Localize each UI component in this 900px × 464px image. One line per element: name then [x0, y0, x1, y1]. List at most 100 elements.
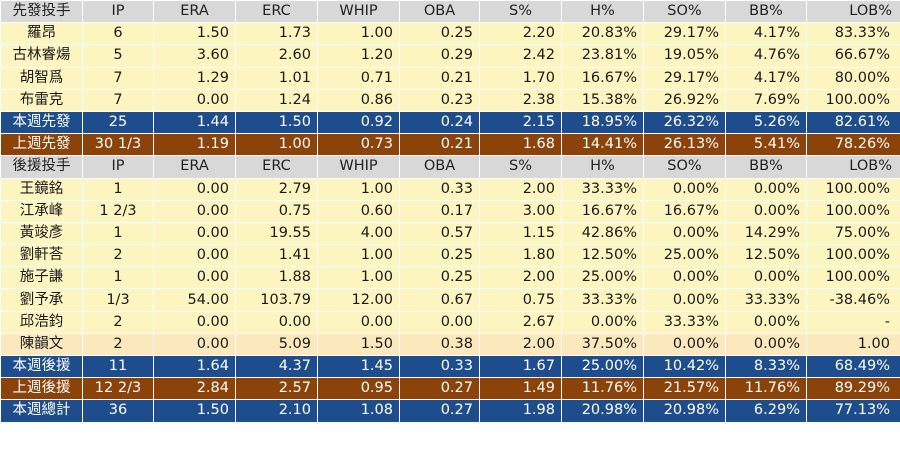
cell-s: 1.68: [479, 133, 562, 157]
cell-h: 18.95%: [561, 110, 644, 135]
cell-bb: 33.33%: [725, 288, 807, 312]
cell-ip: 1/3: [82, 288, 154, 312]
cell-s: 2.38: [479, 88, 562, 112]
cell-erc: 2.60: [235, 44, 318, 68]
cell-erc: 19.55: [235, 221, 318, 246]
pitcher-name: 王鏡銘: [0, 177, 83, 201]
cell-ip: 11: [82, 354, 154, 379]
cell-s: 1.70: [479, 66, 562, 90]
cell-h: 14.41%: [561, 133, 644, 157]
table-row: 江承峰 1 2/3 0.00 0.75 0.60 0.17 3.00 16.67% 16.67%…: [0, 199, 900, 223]
cell-era: 0.00: [153, 177, 236, 201]
cell-so: 26.13%: [643, 133, 726, 157]
cell-bb: 0.00%: [725, 199, 807, 223]
cell-h: 23.81%: [561, 44, 644, 68]
cell-era: 0.00: [153, 266, 236, 290]
cell-whip: 0.92: [317, 110, 400, 135]
table-row: 劉軒荅 2 0.00 1.41 1.00 0.25 1.80 12.50% 25.00% 12.5…: [0, 244, 900, 268]
pitcher-name: 本週總計: [0, 399, 83, 423]
cell-ip: 1: [82, 266, 154, 290]
pitcher-name: 施子謙: [0, 266, 83, 290]
cell-erc: 1.88: [235, 266, 318, 290]
cell-bb: 0.00%: [725, 177, 807, 201]
cell-era: 0.00: [153, 332, 236, 357]
cell-erc: 1.50: [235, 110, 318, 135]
cell-ip: 7: [82, 66, 154, 90]
cell-oba: 0.21: [399, 133, 480, 157]
cell-lob: -: [806, 310, 900, 334]
cell-h: 33.33%: [561, 288, 644, 312]
pitcher-name: 劉軒荅: [0, 244, 83, 268]
cell-era: 1.50: [153, 399, 236, 423]
cell-h: 20.83%: [561, 22, 644, 46]
column-header-era: ERA: [153, 0, 236, 24]
cell-bb: 0.00%: [725, 266, 807, 290]
table-row: 陳韻文 2 0.00 5.09 1.50 0.38 2.00 37.50% 0.00% 0.00%…: [0, 332, 900, 357]
cell-whip: 0.00: [317, 310, 400, 334]
cell-oba: 0.29: [399, 44, 480, 68]
cell-so: 0.00%: [643, 266, 726, 290]
column-header-oba: OBA: [399, 155, 480, 179]
cell-oba: 0.38: [399, 332, 480, 357]
column-header-h: H%: [561, 155, 644, 179]
cell-era: 0.00: [153, 221, 236, 246]
cell-s: 1.49: [479, 377, 562, 401]
cell-lob: 100.00%: [806, 244, 900, 268]
cell-bb: 8.33%: [725, 354, 807, 379]
cell-erc: 5.09: [235, 332, 318, 357]
pitcher-name: 上週後援: [0, 377, 83, 401]
cell-s: 1.98: [479, 399, 562, 423]
cell-era: 1.64: [153, 354, 236, 379]
cell-ip: 2: [82, 332, 154, 357]
cell-ip: 6: [82, 22, 154, 46]
cell-h: 0.00%: [561, 310, 644, 334]
cell-ip: 1 2/3: [82, 199, 154, 223]
cell-h: 20.98%: [561, 399, 644, 423]
table-row: 布雷克 7 0.00 1.24 0.86 0.23 2.38 15.38% 26.92% 7.69…: [0, 88, 900, 112]
column-header-s: S%: [479, 0, 562, 24]
cell-so: 19.05%: [643, 44, 726, 68]
cell-bb: 14.29%: [725, 221, 807, 246]
cell-ip: 7: [82, 88, 154, 112]
cell-s: 0.75: [479, 288, 562, 312]
starter-header-row: 先發投手 IP ERA ERC WHIP OBA S% H% SO% BB% LOB%: [0, 0, 900, 24]
cell-so: 29.17%: [643, 22, 726, 46]
column-header-so: SO%: [643, 0, 726, 24]
reliever-week-total-row: 本週後援 11 1.64 4.37 1.45 0.33 1.67 25.00% 10.42% 8.…: [0, 354, 900, 379]
cell-ip: 2: [82, 244, 154, 268]
cell-bb: 11.76%: [725, 377, 807, 401]
cell-so: 20.98%: [643, 399, 726, 423]
cell-ip: 36: [82, 399, 154, 423]
cell-s: 1.15: [479, 221, 562, 246]
cell-whip: 1.00: [317, 22, 400, 46]
starter-lastweek-total-row: 上週先發 30 1/3 1.19 1.00 0.73 0.21 1.68 14.41% 26.1…: [0, 133, 900, 157]
cell-lob: 82.61%: [806, 110, 900, 135]
cell-lob: 66.67%: [806, 44, 900, 68]
cell-so: 33.33%: [643, 310, 726, 334]
cell-so: 0.00%: [643, 288, 726, 312]
pitcher-name: 陳韻文: [0, 332, 83, 357]
cell-so: 10.42%: [643, 354, 726, 379]
cell-whip: 0.71: [317, 66, 400, 90]
pitcher-name: 江承峰: [0, 199, 83, 223]
cell-so: 25.00%: [643, 244, 726, 268]
cell-so: 16.67%: [643, 199, 726, 223]
cell-era: 1.50: [153, 22, 236, 46]
cell-whip: 1.20: [317, 44, 400, 68]
cell-so: 29.17%: [643, 66, 726, 90]
table-row: 邱浩鈞 2 0.00 0.00 0.00 0.00 2.67 0.00% 33.33% 0.00%…: [0, 310, 900, 334]
cell-erc: 1.73: [235, 22, 318, 46]
cell-h: 16.67%: [561, 66, 644, 90]
pitcher-name: 邱浩鈞: [0, 310, 83, 334]
cell-whip: 1.50: [317, 332, 400, 357]
column-header-lob: LOB%: [806, 155, 900, 179]
pitching-stats-table: 先發投手 IP ERA ERC WHIP OBA S% H% SO% BB% LOB% 羅昂 6 1.50…: [0, 0, 900, 423]
cell-whip: 12.00: [317, 288, 400, 312]
cell-so: 0.00%: [643, 177, 726, 201]
cell-oba: 0.25: [399, 244, 480, 268]
pitcher-name: 本週先發: [0, 110, 83, 135]
pitcher-name: 本週後援: [0, 354, 83, 379]
column-header-ip: IP: [82, 155, 154, 179]
cell-lob: 100.00%: [806, 88, 900, 112]
pitcher-name: 劉予承: [0, 288, 83, 312]
